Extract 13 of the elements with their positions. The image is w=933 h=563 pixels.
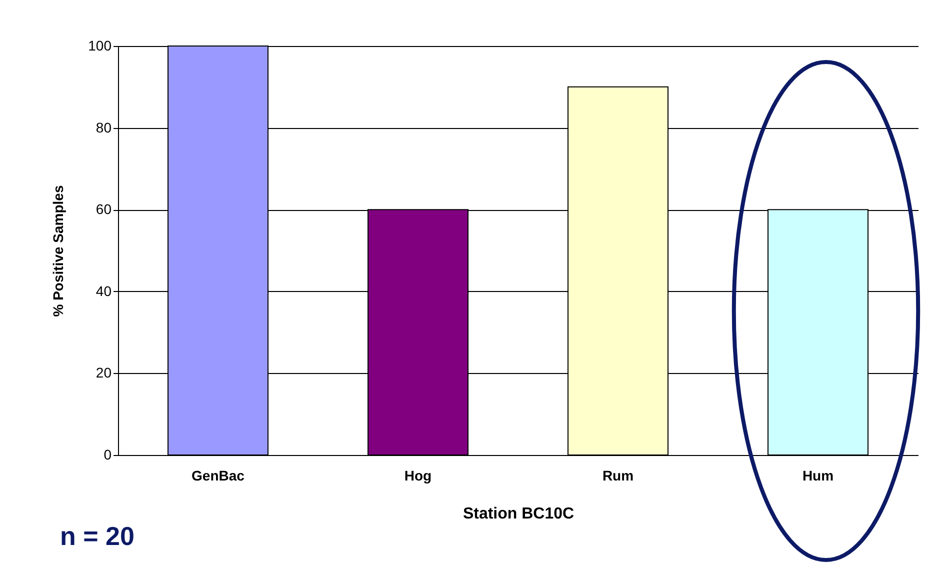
x-tick-label: Hog xyxy=(404,468,432,484)
x-tick-label: GenBac xyxy=(192,468,245,484)
text: n = 20 xyxy=(60,521,134,551)
y-tick-label: 60 xyxy=(96,201,112,218)
y-tick-label: 20 xyxy=(96,364,112,381)
y-tick-label: 80 xyxy=(96,119,112,136)
x-tick-label: Hum xyxy=(802,468,834,484)
y-tick-label: 40 xyxy=(96,282,112,299)
y-tick-label: 0 xyxy=(104,446,112,462)
x-axis-title: Station BC10C xyxy=(462,506,575,522)
y-axis-title: % Positive Samples xyxy=(50,185,66,317)
y-tick-label: 100 xyxy=(88,38,112,54)
x-tick-label: Rum xyxy=(602,468,634,484)
